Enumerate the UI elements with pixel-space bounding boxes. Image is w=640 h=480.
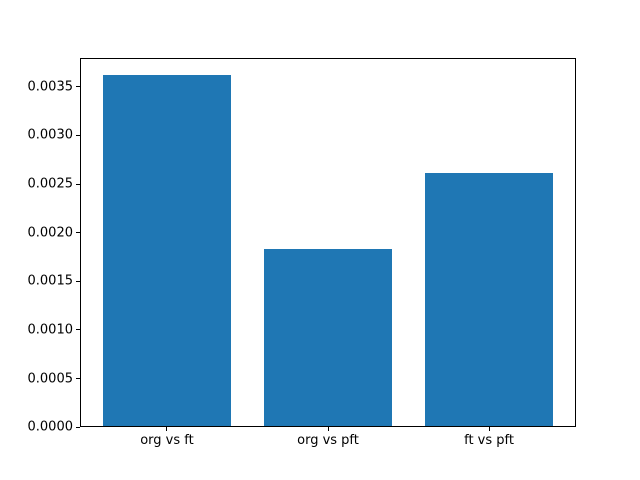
y-tick-mark	[76, 134, 80, 136]
bar-1	[263, 249, 393, 428]
y-tick-label: 0.0025	[27, 176, 74, 192]
y-tick-mark	[76, 183, 80, 185]
y-tick-mark	[76, 378, 80, 380]
x-tick-mark	[166, 427, 168, 432]
bar-2	[424, 173, 554, 428]
x-tick-label: ft vs pft	[464, 432, 514, 448]
x-tick-mark	[327, 427, 329, 432]
y-tick-label: 0.0020	[27, 225, 74, 241]
x-tick-mark	[488, 427, 490, 432]
y-tick-mark	[76, 280, 80, 282]
y-tick-label: 0.0005	[27, 371, 74, 387]
plot-area-border	[80, 57, 576, 428]
y-tick-label: 0.0030	[27, 127, 74, 143]
x-tick-label: org vs pft	[297, 432, 359, 448]
y-tick-label: 0.0000	[27, 419, 74, 435]
y-tick-label: 0.0015	[27, 273, 74, 289]
y-tick-label: 0.0035	[27, 79, 74, 95]
bar-0	[102, 75, 232, 428]
x-tick-label: org vs ft	[140, 432, 194, 448]
y-tick-label: 0.0010	[27, 322, 74, 338]
y-tick-mark	[76, 329, 80, 331]
y-tick-mark	[76, 86, 80, 88]
y-tick-mark	[76, 232, 80, 234]
y-tick-mark	[76, 426, 80, 428]
